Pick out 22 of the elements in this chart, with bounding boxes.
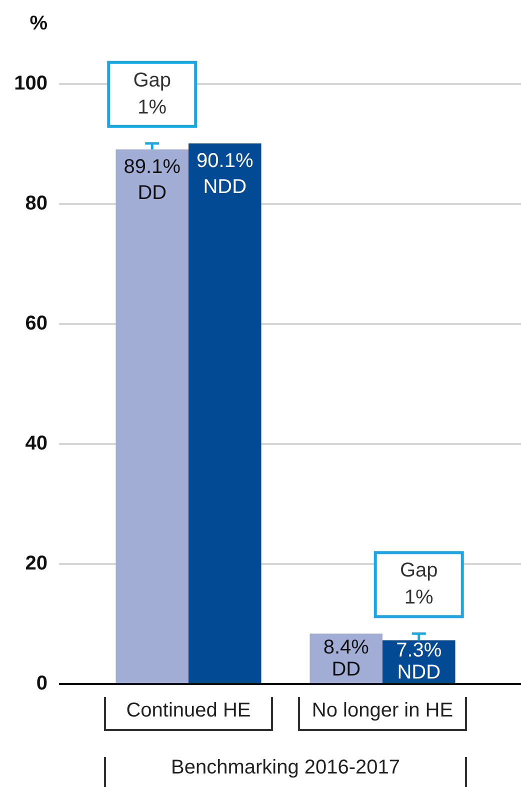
data-label: 7.3% [396, 640, 442, 662]
series-label: NDD [397, 662, 441, 684]
bar [188, 143, 262, 684]
text: DD [138, 182, 167, 204]
series-label: DD [332, 658, 361, 680]
bar [116, 149, 188, 684]
y-tick-label: 60 [25, 312, 48, 335]
x-tick-label: Continued HE [126, 700, 251, 722]
y-tick-label: 40 [25, 432, 48, 455]
y-tick-label: 0 [36, 672, 48, 695]
text: NDD [203, 176, 247, 198]
data-label: 89.1% [124, 156, 181, 178]
y-tick-label: 100 [14, 72, 48, 95]
x-tick-label: No longer in HE [312, 700, 454, 722]
x-axis-title: Benchmarking 2016-2017 [170, 756, 400, 779]
y-axis-title: % [30, 12, 48, 35]
data-label: 90.1% [196, 150, 254, 172]
annotation: Gap 1% [400, 560, 438, 609]
y-tick-label: 80 [25, 192, 48, 215]
data-label: 8.4% [323, 636, 370, 658]
y-tick-label: 20 [25, 552, 48, 575]
annotation: Gap 1% [133, 69, 172, 118]
